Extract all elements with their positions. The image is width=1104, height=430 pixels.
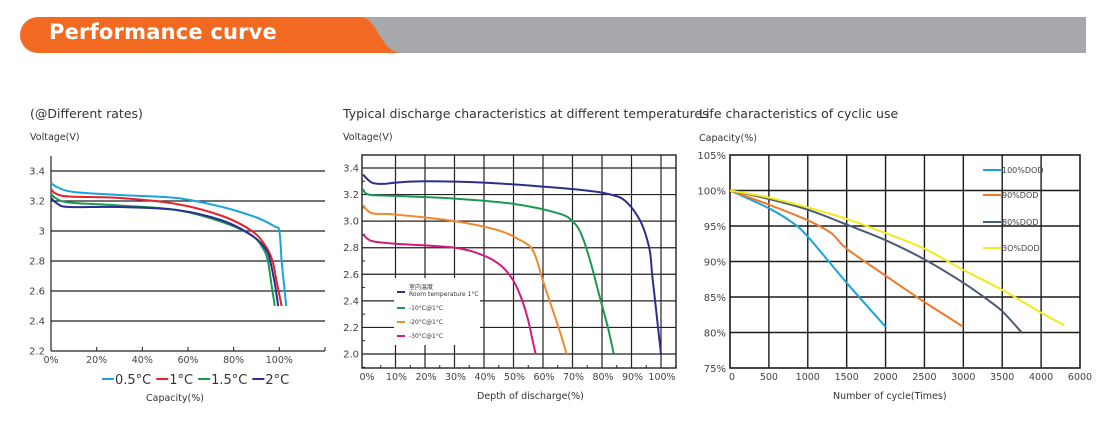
x-tick-label: 0%	[359, 372, 374, 383]
chart-temperatures: 3.4 3.2 3.0 2.8 2.6 2.4 2.2 2.00% 10% 20% 30% 40% 50…	[343, 154, 677, 383]
chart-cyclic-life: 105% 100% 95% 90% 85% 80% 75%0 500 1000 1500 2000 2…	[697, 151, 1092, 383]
legend-box	[394, 278, 480, 345]
y-tick-label: 3.4	[343, 164, 359, 175]
chart-1-xlabel: Capacity(%)	[146, 393, 204, 404]
y-tick-label: 2.6	[343, 270, 359, 281]
y-tick-label: 105%	[697, 151, 726, 162]
x-tick-label: 4000	[1029, 372, 1053, 383]
legend-label: 90%DOD	[1002, 191, 1038, 200]
x-tick-label: 1000	[796, 372, 820, 383]
legend-label: 100%DOD	[1002, 166, 1044, 175]
y-tick-label: 3.0	[343, 217, 359, 228]
chart-1-title: (@Different rates)	[30, 106, 143, 121]
y-tick-label: 90%	[704, 258, 726, 269]
x-tick-label: 70%	[563, 372, 584, 383]
y-tick-label: 95%	[704, 222, 726, 233]
y-tick-label: 2.4	[343, 296, 359, 307]
x-tick-label: 6000	[1068, 372, 1092, 383]
x-tick-label: 0%	[43, 355, 58, 366]
series-line	[362, 173, 662, 355]
y-tick-label: 75%	[704, 364, 726, 375]
series-line-1.5°C	[50, 192, 276, 307]
y-tick-label: 100%	[697, 187, 726, 198]
series-line	[729, 189, 887, 328]
x-tick-label: 2500	[912, 372, 936, 383]
x-tick-label: 30%	[445, 372, 466, 383]
legend-label: 80%DOD	[1002, 218, 1038, 227]
y-tick-label: 2.4	[29, 317, 45, 328]
chart-1-ylabel: Voltage(V)	[30, 132, 80, 143]
x-tick-label: 3000	[951, 372, 975, 383]
legend-label: 0.5°C	[115, 373, 151, 388]
chart-3-xlabel: Number of cycle(Times)	[833, 391, 947, 402]
x-tick-label: 20%	[86, 355, 107, 366]
chart-different-rates: 3.4 3.2 3 2.8 2.6 2.4 2.20% 20% 40% 60% 80% 100% 0.5…	[29, 156, 326, 388]
legend-label: 3O%DOD	[1002, 244, 1040, 253]
x-tick-label: 50%	[504, 372, 525, 383]
plot-frame	[729, 154, 1081, 369]
y-tick-label: 3.2	[343, 190, 359, 201]
y-tick-label: 2.8	[343, 243, 359, 254]
x-tick-label: 1500	[835, 372, 859, 383]
page-title: Performance curve	[49, 20, 278, 44]
x-tick-label: 60%	[533, 372, 554, 383]
y-tick-label: 2.8	[29, 257, 45, 268]
y-tick-label: 2.6	[29, 287, 45, 298]
x-tick-label: 10%	[386, 372, 407, 383]
x-tick-label: 100%	[648, 372, 675, 383]
x-tick-label: 20%	[415, 372, 436, 383]
series-line	[362, 188, 615, 355]
section-header	[20, 17, 1086, 53]
chart-3-ylabel: Capacity(%)	[699, 133, 757, 144]
chart-2-xlabel: Depth of discharge(%)	[477, 391, 584, 402]
legend-label: -20°C@1°C	[409, 319, 443, 326]
header-orange-band	[20, 17, 402, 53]
y-tick-label: 2.0	[343, 350, 359, 361]
y-tick-label: 3.2	[29, 197, 45, 208]
legend-label: -10°C@1°C	[409, 305, 443, 312]
x-tick-label: 0	[729, 372, 735, 383]
x-tick-label: 100%	[266, 355, 293, 366]
legend-label: Room temperature 1°C	[409, 291, 479, 298]
series-line-0.5°C	[50, 182, 288, 307]
series-line	[729, 189, 964, 328]
x-tick-label: 2000	[873, 372, 897, 383]
legend-label: 1°C	[169, 373, 193, 388]
chart-2-ylabel: Voltage(V)	[343, 132, 393, 143]
x-tick-label: 500	[760, 372, 778, 383]
y-tick-label: 3.4	[29, 167, 45, 178]
y-tick-label: 2.2	[29, 347, 45, 358]
legend-label: 室内温度	[409, 283, 433, 291]
x-tick-label: 80%	[223, 355, 244, 366]
x-tick-label: 40%	[474, 372, 495, 383]
y-tick-label: 80%	[704, 329, 726, 340]
x-tick-label: 40%	[132, 355, 153, 366]
header-gray-band	[300, 17, 1086, 53]
chart-3-title: Life characteristics of cyclic use	[699, 106, 899, 121]
series-line-1°C	[50, 188, 283, 307]
x-tick-label: 60%	[177, 355, 198, 366]
y-tick-label: 3	[39, 227, 45, 238]
x-tick-label: 3500	[990, 372, 1014, 383]
y-tick-label: 85%	[704, 293, 726, 304]
legend-label: 2°C	[265, 373, 289, 388]
series-line-2°C	[50, 197, 280, 307]
series-line	[729, 189, 1065, 327]
series-line	[362, 233, 537, 355]
y-tick-label: 2.2	[343, 323, 359, 334]
x-tick-label: 80%	[592, 372, 613, 383]
chart-2-title: Typical discharge characteristics at dif…	[343, 106, 709, 121]
legend-label: -30°C@1°C	[409, 333, 443, 340]
series-line	[362, 204, 568, 355]
x-tick-label: 90%	[622, 372, 643, 383]
legend-label: 1.5°C	[211, 373, 247, 388]
series-line	[729, 189, 1023, 334]
